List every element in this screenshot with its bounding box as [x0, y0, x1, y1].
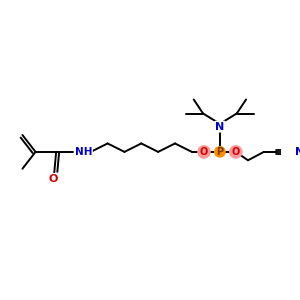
- Circle shape: [198, 146, 210, 158]
- Text: O: O: [200, 147, 208, 157]
- Text: O: O: [232, 147, 240, 157]
- Text: O: O: [49, 174, 58, 184]
- Text: N: N: [295, 147, 300, 157]
- Circle shape: [215, 147, 225, 157]
- Circle shape: [230, 146, 242, 158]
- Text: P: P: [216, 147, 224, 157]
- Text: NH: NH: [74, 147, 92, 157]
- Text: N: N: [215, 122, 224, 132]
